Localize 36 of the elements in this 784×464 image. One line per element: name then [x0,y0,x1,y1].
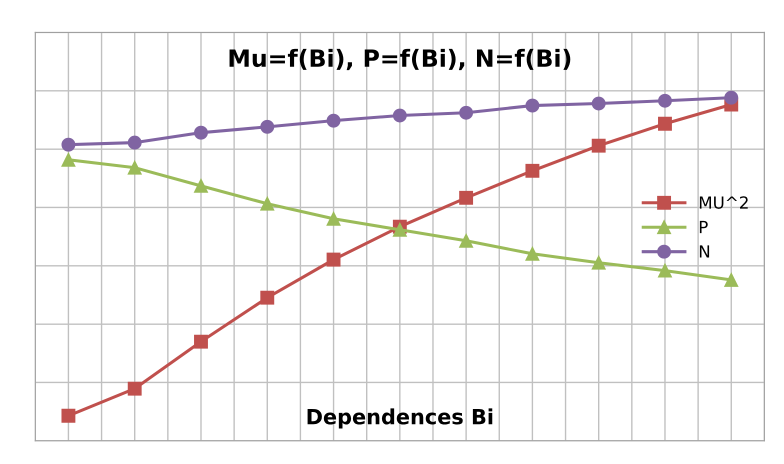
point [459,234,474,248]
point [525,164,540,178]
chart-title: Mu=f(Bi), P=f(Bi), N=f(Bi) [230,48,570,70]
point [592,96,606,110]
point [260,290,274,305]
point [658,264,672,278]
legend-label: P [700,220,708,234]
point [459,106,474,120]
point [326,114,340,128]
point [326,212,340,226]
point [61,138,76,152]
point [658,116,672,131]
point [128,136,142,150]
point [658,94,672,108]
legend-label: N [700,245,710,258]
point [326,252,340,267]
point [194,334,208,349]
point [260,196,274,211]
point [128,160,142,175]
point [459,190,474,205]
point [724,272,738,287]
point [260,120,274,134]
point [194,178,208,193]
point [392,222,407,237]
point [128,382,142,396]
point [525,98,540,113]
point [525,246,540,261]
point [592,256,606,270]
point [61,408,76,423]
x-axis-title: Dependences Bi [308,408,492,429]
point [392,108,407,122]
point [194,126,208,140]
point [724,90,738,105]
point [592,138,606,153]
legend-label: MU^2 [700,196,748,209]
point [61,152,76,167]
